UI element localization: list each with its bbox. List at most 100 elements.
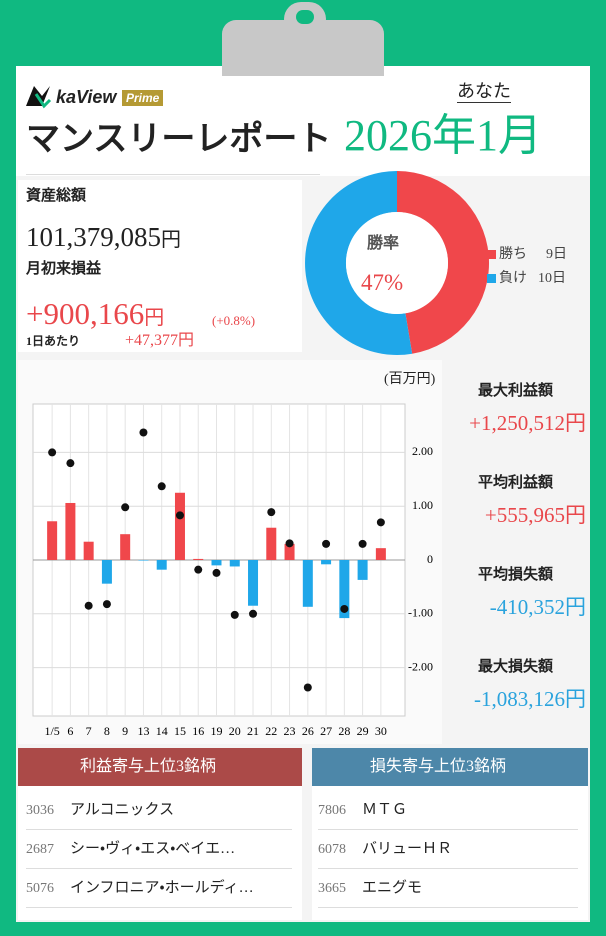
stock-name: ＭＴＧ <box>362 802 408 818</box>
y-tick-label: -2.00 <box>408 659 433 673</box>
stat-value: -410,352円 <box>489 595 586 619</box>
dot <box>48 448 57 457</box>
dot <box>267 508 276 517</box>
row-rule <box>318 907 578 908</box>
x-tick-label: 20 <box>229 724 241 738</box>
x-tick-label: 29 <box>357 724 369 738</box>
row-rule <box>318 829 578 830</box>
dot <box>212 568 221 577</box>
mtd-value: +900,166円 <box>26 298 164 329</box>
clip-hole <box>296 10 314 24</box>
title: マンスリーレポート <box>26 119 332 159</box>
x-tick-label: 27 <box>320 724 332 738</box>
x-tick-label: 22 <box>265 724 277 738</box>
x-tick-label: 28 <box>338 724 350 738</box>
dot <box>285 539 294 548</box>
bar <box>65 502 76 560</box>
stat-label: 平均損失額 <box>478 567 554 583</box>
unit: 円 <box>161 229 181 251</box>
stat-value: -1,083,126円 <box>474 687 586 711</box>
summary-panel <box>18 180 302 352</box>
dot <box>230 610 239 619</box>
bar <box>138 560 149 561</box>
loss-title: 損失寄与上位3銘柄 <box>370 758 507 775</box>
dot <box>102 600 111 609</box>
row-rule <box>318 868 578 869</box>
dot <box>340 604 349 613</box>
per-day-value: +47,377円 <box>125 332 195 349</box>
dot <box>121 503 130 512</box>
x-tick-label: 16 <box>192 724 204 738</box>
row-rule <box>26 907 292 908</box>
logo-accent <box>34 93 52 109</box>
bar <box>120 534 131 560</box>
logo: kaView <box>56 87 117 107</box>
pie-slice <box>305 171 413 356</box>
stat-label: 平均利益額 <box>478 475 554 491</box>
win-rate-title: 勝率 <box>367 235 400 252</box>
bar <box>211 560 222 566</box>
x-tick-label: 1/5 <box>44 724 59 738</box>
bar <box>193 558 204 560</box>
y-tick-label: 0 <box>427 552 433 566</box>
bar <box>375 548 386 560</box>
x-tick-label: 13 <box>137 724 149 738</box>
x-tick-label: 7 <box>86 724 92 738</box>
x-tick-label: 8 <box>104 724 110 738</box>
bar <box>339 560 350 619</box>
dot <box>303 683 312 692</box>
bar <box>321 560 332 565</box>
pie-slice <box>397 170 490 354</box>
stock-code: 6078 <box>318 842 346 857</box>
y-tick-label: -1.00 <box>408 606 433 620</box>
bar <box>47 521 58 560</box>
dot <box>322 539 331 548</box>
assets-number: 101,379,085 <box>26 222 161 252</box>
stat-value: +555,965円 <box>484 503 586 527</box>
bar <box>248 560 259 606</box>
bar <box>284 543 295 560</box>
stock-code: 7806 <box>318 803 346 818</box>
dot <box>157 482 166 491</box>
stock-name: エニグモ <box>362 880 423 896</box>
row-rule <box>26 868 292 869</box>
period: 2026年1月 <box>344 111 542 160</box>
loss-header <box>312 748 588 786</box>
title-rule <box>26 174 320 175</box>
row-rule <box>26 829 292 830</box>
mtd-label: 月初来損益 <box>26 261 102 277</box>
legend-days: 10日 <box>538 271 566 286</box>
bar <box>83 541 94 560</box>
logo-badge: Prime <box>122 90 164 106</box>
user: あなた <box>457 81 511 103</box>
legend-label: 負け <box>499 271 527 286</box>
clip-shadow <box>222 66 384 76</box>
assets-value: 101,379,085円 <box>26 224 181 251</box>
legend-swatch <box>487 274 496 283</box>
bar <box>357 560 368 580</box>
x-tick-label: 19 <box>211 724 223 738</box>
dot <box>358 539 367 548</box>
x-tick-label: 26 <box>302 724 314 738</box>
y-tick-label: 2.00 <box>412 444 433 458</box>
header-panel <box>16 66 590 176</box>
stock-code: 5076 <box>26 881 54 896</box>
bar <box>266 527 277 560</box>
x-tick-label: 21 <box>247 724 259 738</box>
x-tick-label: 15 <box>174 724 186 738</box>
dot <box>66 459 75 468</box>
stat-label: 最大損失額 <box>478 659 554 675</box>
legend-swatch <box>487 250 496 259</box>
profit-header <box>18 748 302 786</box>
pie-hole <box>346 212 448 314</box>
bar <box>302 560 313 607</box>
stock-code: 2687 <box>26 842 54 857</box>
dot <box>249 609 258 618</box>
stat-label: 最大利益額 <box>478 383 554 399</box>
bar <box>101 560 112 584</box>
stock-code: 3665 <box>318 881 346 896</box>
unit-label: (百万円) <box>384 372 436 387</box>
x-tick-label: 14 <box>156 724 168 738</box>
